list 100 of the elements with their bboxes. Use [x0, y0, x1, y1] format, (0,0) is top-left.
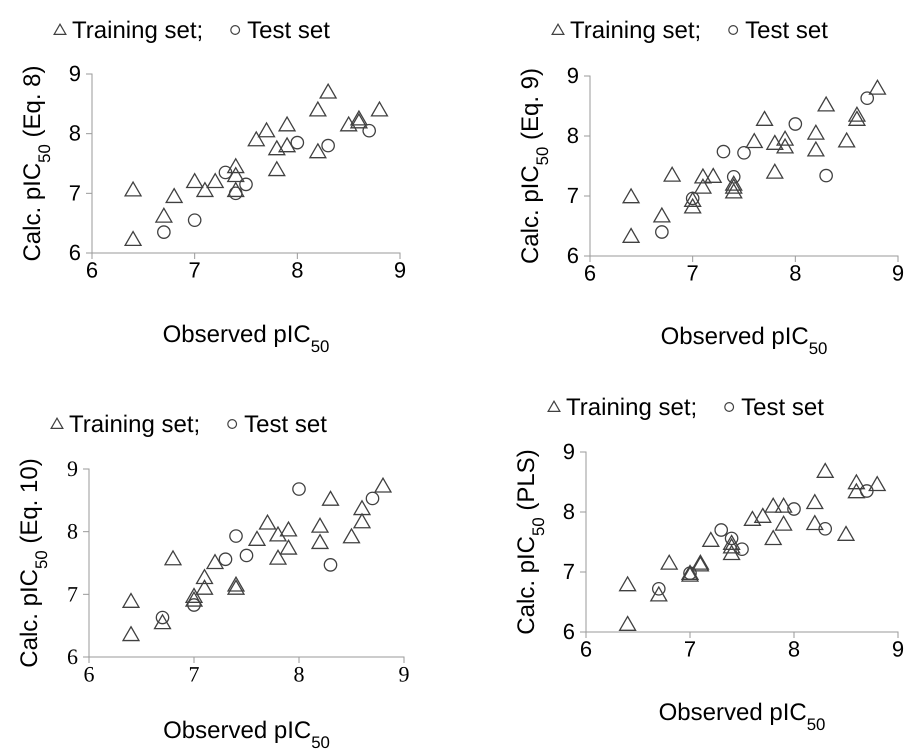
x-tick-label: 9 — [892, 636, 904, 662]
point — [269, 550, 287, 565]
x-axis-title: Observed pIC$_{50}$ — [163, 717, 330, 751]
y-tick-label: 7 — [67, 581, 78, 606]
point — [725, 183, 742, 199]
point — [807, 124, 824, 140]
point — [311, 534, 329, 550]
point — [353, 500, 371, 516]
legend-label: Training set; — [69, 411, 200, 438]
point — [622, 228, 640, 243]
y-tick-label: 6 — [562, 619, 575, 644]
y-tick-label: 6 — [68, 240, 81, 266]
point — [157, 225, 171, 239]
point — [744, 510, 762, 526]
point — [322, 490, 340, 506]
point — [340, 116, 358, 132]
point — [218, 166, 232, 180]
point — [764, 498, 782, 513]
point — [164, 550, 182, 566]
point — [618, 576, 636, 592]
point — [248, 530, 266, 546]
point — [227, 576, 245, 592]
point — [622, 188, 640, 204]
y-tick-label: 8 — [68, 120, 81, 146]
legend-label: Test set — [244, 411, 328, 438]
point — [278, 116, 296, 132]
point — [248, 131, 265, 146]
legend-label: Test set — [741, 394, 824, 421]
y-tick-label: 7 — [68, 180, 81, 206]
point — [664, 166, 681, 182]
point — [166, 188, 183, 204]
point — [868, 476, 886, 492]
point — [694, 178, 712, 194]
point — [258, 514, 276, 530]
point — [122, 592, 140, 608]
point — [819, 168, 833, 182]
point — [618, 616, 636, 631]
y-tick-label: 8 — [566, 123, 579, 148]
point — [227, 182, 244, 198]
point — [737, 146, 751, 160]
x-tick-label: 7 — [188, 662, 200, 687]
point — [722, 545, 740, 560]
x-tick-label: 8 — [789, 260, 802, 286]
point — [268, 161, 286, 176]
point — [324, 558, 338, 572]
point — [188, 213, 202, 227]
point — [725, 178, 742, 194]
x-tick-label: 7 — [188, 258, 201, 283]
y-tick-label: 8 — [562, 499, 575, 524]
point — [278, 137, 296, 152]
point — [776, 130, 794, 146]
y-tick-label: 7 — [566, 183, 579, 208]
point — [124, 181, 142, 197]
point — [766, 164, 784, 179]
point — [776, 138, 794, 154]
point — [848, 483, 866, 498]
point — [321, 138, 335, 152]
x-axis-title: Observed pIC$_{50}$ — [658, 699, 826, 734]
point — [848, 110, 866, 126]
x-tick-label: 7 — [684, 636, 696, 662]
point — [714, 523, 728, 537]
legend-label: Training set; — [72, 17, 204, 44]
point — [374, 478, 392, 493]
y-tick-label: 8 — [67, 518, 78, 544]
point — [684, 198, 702, 214]
point — [218, 552, 232, 566]
point — [754, 508, 772, 523]
point — [258, 122, 276, 138]
point — [185, 588, 203, 603]
point — [227, 167, 244, 182]
point — [269, 526, 287, 542]
x-tick-label: 8 — [291, 258, 304, 283]
x-tick-label: 9 — [892, 260, 904, 286]
point — [124, 230, 142, 246]
point — [818, 522, 832, 536]
point — [806, 515, 824, 530]
point — [362, 124, 376, 138]
x-tick-label: 8 — [294, 662, 304, 687]
point — [122, 626, 140, 642]
point — [788, 117, 802, 131]
point — [196, 182, 214, 198]
x-tick-label: 8 — [788, 636, 800, 662]
point — [655, 225, 669, 239]
point — [868, 80, 886, 95]
point — [196, 580, 214, 595]
legend-label: Training set; — [570, 17, 702, 44]
point — [320, 84, 337, 99]
point — [229, 529, 243, 543]
point — [650, 586, 668, 602]
x-tick-label: 7 — [686, 260, 699, 286]
y-tick-label: 7 — [562, 559, 575, 584]
point — [227, 158, 244, 174]
point — [185, 592, 203, 607]
point — [848, 106, 866, 122]
point — [702, 532, 720, 547]
point — [787, 502, 801, 516]
x-axis-title: Observed pIC$_{50}$ — [660, 323, 828, 358]
y-tick-label: 9 — [562, 439, 575, 464]
point — [353, 513, 371, 528]
point — [309, 101, 326, 117]
